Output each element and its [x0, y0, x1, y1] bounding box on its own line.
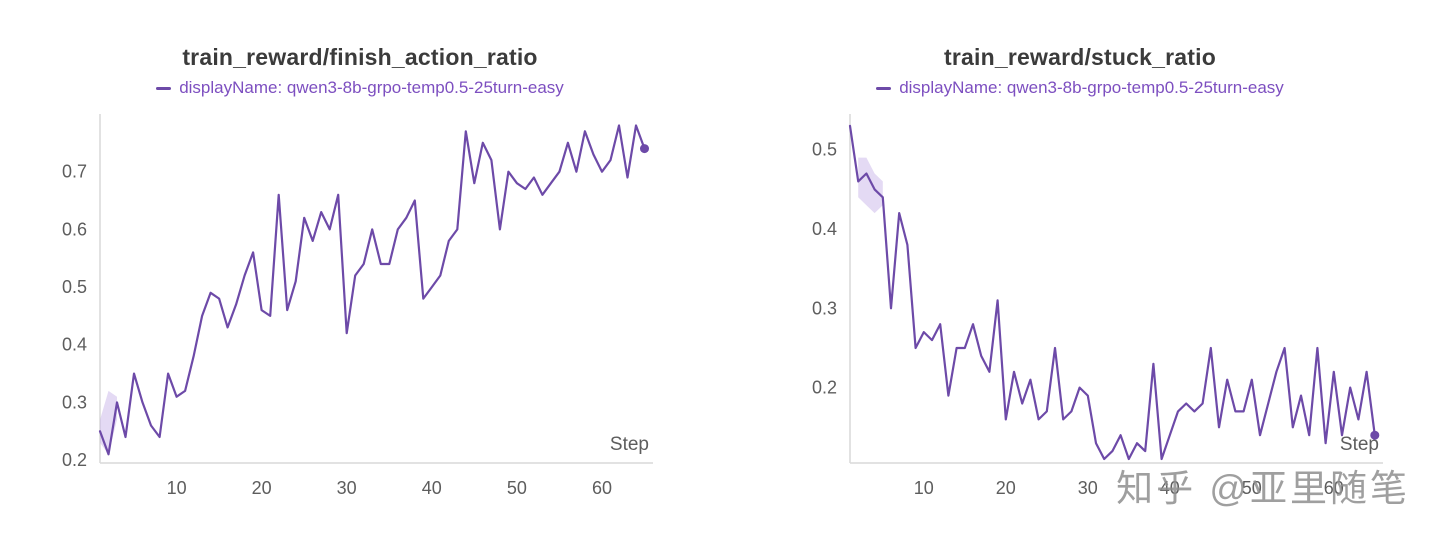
y-tick-label: 0.6: [62, 219, 87, 239]
confidence-band: [858, 157, 883, 214]
y-tick-label: 0.3: [62, 392, 87, 412]
legend: displayName: qwen3-8b-grpo-temp0.5-25tur…: [720, 78, 1440, 98]
chart-title: train_reward/stuck_ratio: [944, 44, 1216, 70]
chart-panel-finish-action-ratio: train_reward/finish_action_ratio display…: [0, 44, 720, 498]
y-tick-label: 0.4: [812, 219, 837, 239]
x-tick-label: 10: [914, 478, 934, 498]
x-axis-caption: Step: [610, 434, 649, 455]
y-tick-label: 0.5: [812, 140, 837, 160]
x-tick-label: 30: [1078, 478, 1098, 498]
x-axis-caption: Step: [1340, 434, 1379, 455]
y-tick-label: 0.5: [62, 277, 87, 297]
legend-line-icon: [876, 86, 892, 90]
y-tick-label: 0.2: [812, 378, 837, 398]
x-tick-label: 20: [252, 478, 272, 498]
chart-title: train_reward/finish_action_ratio: [182, 44, 538, 70]
x-tick-label: 20: [996, 478, 1016, 498]
x-tick-label: 60: [592, 478, 612, 498]
legend-line-icon: [156, 86, 172, 90]
x-tick-label: 50: [507, 478, 527, 498]
series-line: [848, 124, 1376, 461]
chart-panel-stuck-ratio: train_reward/stuck_ratio displayName: qw…: [720, 0, 1440, 550]
series-line: [98, 124, 646, 456]
x-tick-label: 40: [422, 478, 442, 498]
legend: displayName: qwen3-8b-grpo-temp0.5-25tur…: [0, 78, 720, 98]
last-point-marker: [640, 144, 649, 154]
y-tick-label: 0.7: [62, 162, 87, 182]
y-tick-label: 0.4: [62, 335, 87, 355]
confidence-band: [100, 390, 117, 455]
y-tick-label: 0.3: [812, 298, 837, 318]
x-tick-label: 50: [1242, 478, 1262, 498]
legend-label: displayName: qwen3-8b-grpo-temp0.5-25tur…: [899, 78, 1284, 97]
line-chart-finish-action-ratio: 0.2 0.3 0.4 0.5 0.6 0.7 10 20 30 40 50 60 Step: [62, 114, 653, 498]
legend-label: displayName: qwen3-8b-grpo-temp0.5-25tur…: [179, 78, 564, 97]
line-chart-stuck-ratio: 0.2 0.3 0.4 0.5 10 20 30 40 50 60 Step: [812, 114, 1383, 498]
x-tick-label: 40: [1160, 478, 1180, 498]
x-tick-label: 60: [1324, 478, 1344, 498]
last-point-marker: [1370, 430, 1380, 440]
x-tick-label: 30: [337, 478, 357, 498]
y-tick-label: 0.2: [62, 450, 87, 470]
x-tick-label: 10: [167, 478, 187, 498]
